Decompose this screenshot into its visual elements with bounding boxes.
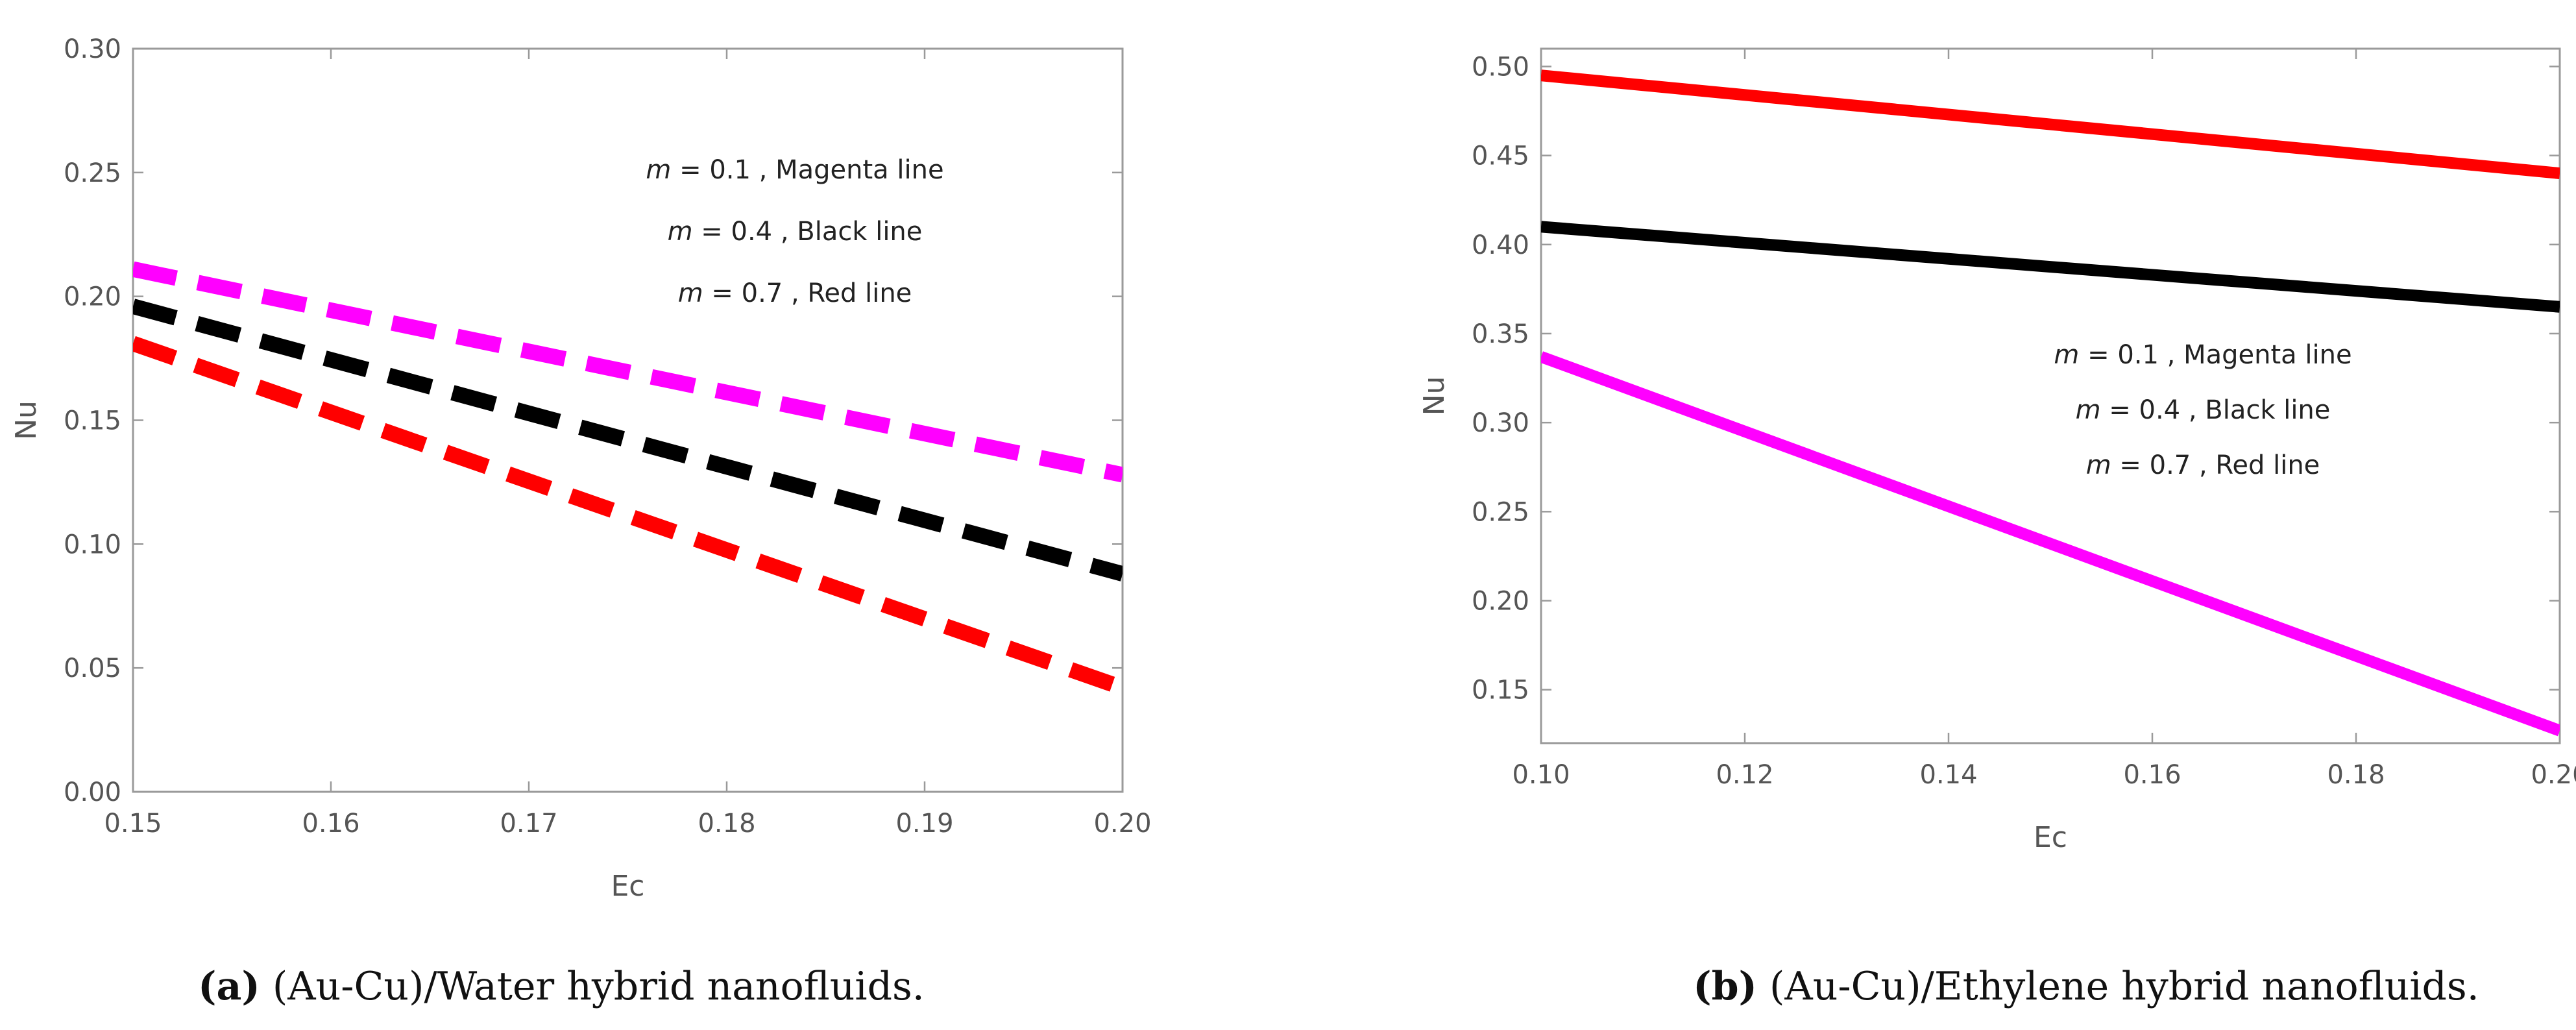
x-tick-label: 0.16 <box>2123 760 2181 790</box>
legend-description: Magenta line <box>2183 340 2351 370</box>
x-tick-label: 0.16 <box>302 809 359 839</box>
series-line-b-2 <box>1541 221 2560 313</box>
legend-description: Black line <box>797 217 922 247</box>
legend-value: = 0.7 , <box>703 278 808 308</box>
y-tick-label: 0.15 <box>64 406 121 436</box>
y-tick-label: 0.50 <box>1472 52 1529 82</box>
legend-entry: m = 0.4 , Black line <box>2076 395 2331 425</box>
caption-b: (b) (Au-Cu)/Ethylene hybrid nanofluids. <box>1693 964 2479 1009</box>
legend-variable: m <box>2076 395 2101 425</box>
legend-description: Red line <box>2215 450 2320 480</box>
legend-value: = 0.4 , <box>2101 395 2205 425</box>
y-tick-label: 0.05 <box>64 654 121 683</box>
series-line-b-3 <box>1541 69 2560 180</box>
x-tick-label: 0.19 <box>895 809 953 839</box>
x-axis-label: Ec <box>611 870 645 903</box>
legend-variable: m <box>646 155 671 185</box>
x-tick-label: 0.12 <box>1716 760 1773 790</box>
x-tick-label: 0.20 <box>2531 760 2576 790</box>
x-tick-label: 0.20 <box>1093 809 1151 839</box>
y-axis-label: Nu <box>10 400 43 440</box>
y-tick-label: 0.30 <box>64 34 121 64</box>
x-axis-label: Ec <box>2034 821 2067 854</box>
y-tick-label: 0.40 <box>1472 230 1529 260</box>
y-tick-label: 0.25 <box>64 158 121 188</box>
series-line-a-1 <box>133 261 1123 483</box>
caption-letter: (a) <box>198 964 260 1009</box>
series-line-a-3 <box>133 336 1123 696</box>
y-tick-label: 0.15 <box>1472 676 1529 705</box>
y-tick-label: 0.10 <box>64 530 121 559</box>
legend-value: = 0.1 , <box>2079 340 2183 370</box>
legend-variable: m <box>2086 450 2111 480</box>
legend-description: Magenta line <box>775 155 943 185</box>
legend-entry: m = 0.1 , Magenta line <box>2054 340 2351 370</box>
series-line-a-2 <box>133 299 1123 582</box>
x-tick-label: 0.14 <box>1919 760 1977 790</box>
chart-panel-b: 0.10 0.12 0.14 0.16 0.18 0.20 0.15 0.20 0.25 0.30… <box>1418 47 2576 1009</box>
legend-variable: m <box>2054 340 2079 370</box>
y-tick-label: 0.20 <box>64 282 121 312</box>
x-tick-label: 0.17 <box>500 809 557 839</box>
x-tick-label: 0.18 <box>698 809 755 839</box>
plot-frame-b <box>1540 47 2561 744</box>
legend-entry: m = 0.1 , Magenta line <box>646 155 943 185</box>
legend-value: = 0.4 , <box>693 217 797 247</box>
legend-entry: m = 0.7 , Red line <box>678 278 912 308</box>
caption-letter: (b) <box>1693 964 1757 1009</box>
x-tick-label: 0.15 <box>104 809 162 839</box>
legend-variable: m <box>678 278 703 308</box>
y-tick-label: 0.20 <box>1472 587 1529 617</box>
y-tick-label: 0.30 <box>1472 408 1529 438</box>
legend-description: Red line <box>807 278 912 308</box>
y-tick-label: 0.25 <box>1472 497 1529 527</box>
legend-value: = 0.1 , <box>671 155 775 185</box>
caption-a: (a) (Au-Cu)/Water hybrid nanofluids. <box>198 964 925 1009</box>
y-axis-label: Nu <box>1418 376 1451 416</box>
legend-value: = 0.7 , <box>2111 450 2216 480</box>
y-tick-label: 0.45 <box>1472 141 1529 171</box>
legend-description: Black line <box>2205 395 2330 425</box>
caption-text: (Au-Cu)/Ethylene hybrid nanofluids. <box>1757 964 2479 1009</box>
plot-frame-a <box>132 47 1124 793</box>
caption-text: (Au-Cu)/Water hybrid nanofluids. <box>260 964 925 1009</box>
chart-panel-a: 0.15 0.16 0.17 0.18 0.19 0.20 0.00 0.05 0.10 0.15… <box>10 34 1152 1009</box>
series-line-b-1 <box>1541 351 2560 737</box>
x-tick-label: 0.18 <box>2327 760 2385 790</box>
y-tick-label: 0.00 <box>64 778 121 807</box>
legend-entry: m = 0.4 , Black line <box>668 217 923 247</box>
legend-variable: m <box>668 217 693 247</box>
y-tick-label: 0.35 <box>1472 319 1529 349</box>
x-tick-label: 0.10 <box>1512 760 1570 790</box>
legend-entry: m = 0.7 , Red line <box>2086 450 2320 480</box>
